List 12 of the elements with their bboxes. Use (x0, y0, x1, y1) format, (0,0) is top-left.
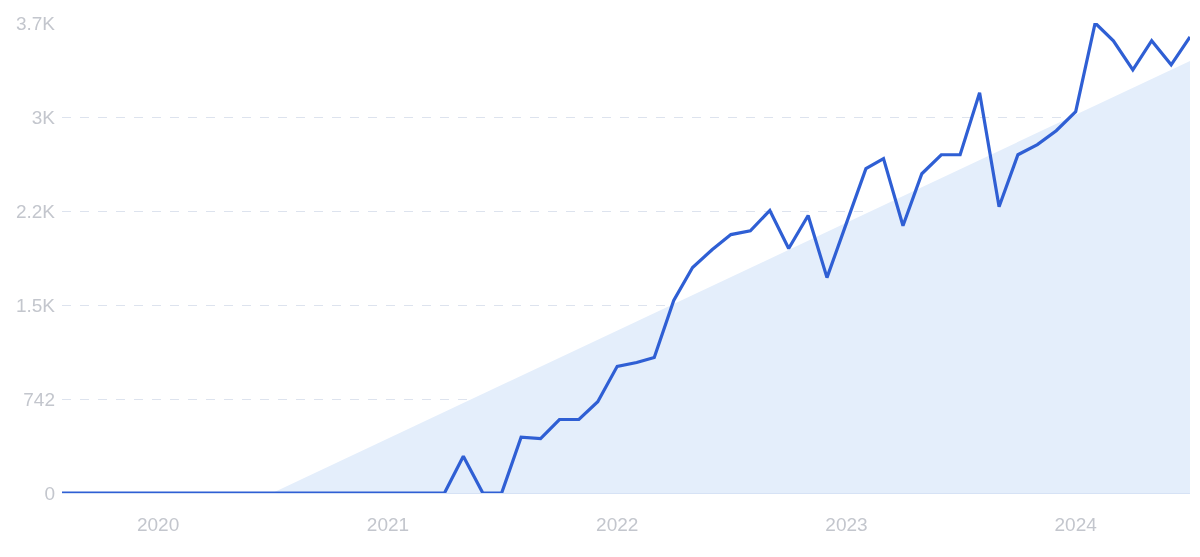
y-tick-label: 3K (31, 106, 56, 128)
y-tick-label: 2.2K (15, 200, 56, 222)
y-tick-label: 1.5K (15, 294, 56, 316)
y-tick-label: 0 (44, 482, 55, 504)
y-tick-label: 3.7K (15, 12, 56, 34)
line-series (62, 23, 1190, 493)
x-tick-label: 2022 (596, 514, 639, 535)
x-tick-label: 2020 (136, 514, 180, 535)
x-tick-label: 2021 (366, 514, 410, 535)
x-tick-label: 2024 (1054, 514, 1098, 535)
x-tick-label: 2023 (825, 514, 868, 535)
y-tick-label: 742 (23, 388, 55, 410)
